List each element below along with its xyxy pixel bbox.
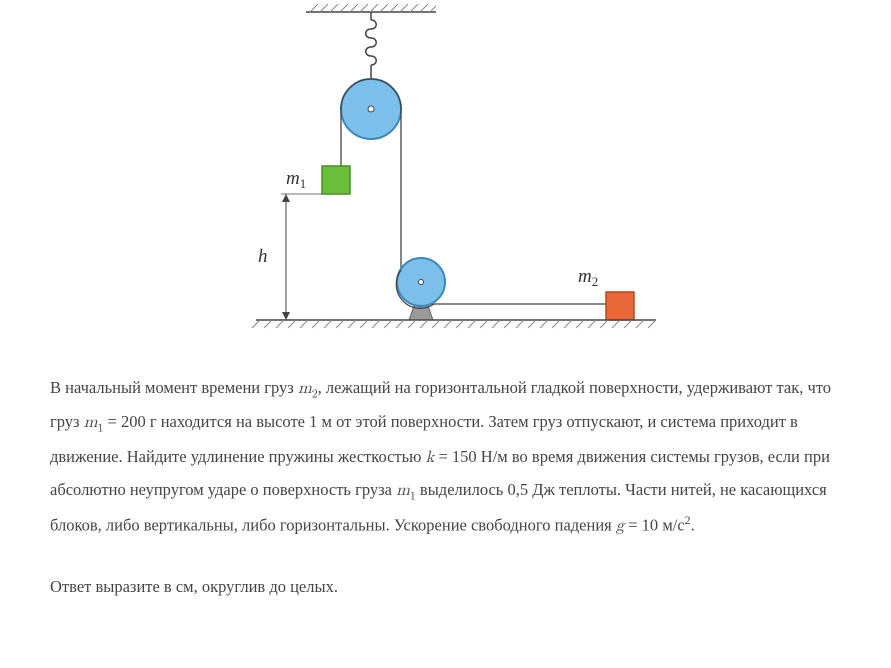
var-m1b: m1 <box>396 483 416 499</box>
text: 0,5 <box>507 480 528 499</box>
h-label: h <box>258 246 268 267</box>
var-m2: m2 <box>298 381 318 397</box>
problem-text: В начальный момент времени груз m2, лежа… <box>0 362 891 542</box>
var-g: g <box>616 518 624 534</box>
text: = 150 <box>434 447 476 466</box>
text: = 200 <box>103 412 145 431</box>
spring <box>365 12 376 79</box>
h-dimension <box>281 194 322 320</box>
text: . <box>691 515 695 534</box>
text: В начальный момент времени груз <box>50 378 298 397</box>
text: выделилось <box>416 480 508 499</box>
ground-hatch <box>252 320 656 328</box>
text: м/с <box>658 515 684 534</box>
text: падения <box>555 515 616 534</box>
var-m1: m1 <box>84 415 104 431</box>
m1-label: m1 <box>286 168 306 191</box>
text: г находится на высоте <box>146 412 309 431</box>
m1-block <box>322 166 350 194</box>
text: м от этой поверхности. Затем <box>317 412 528 431</box>
m2-block <box>606 292 634 320</box>
text: неупругом ударе о поверхность груза <box>130 480 396 499</box>
text: = 10 <box>624 515 658 534</box>
ceiling-hatch <box>306 4 436 12</box>
text: , лежащий на горизонтальной гладкой пове… <box>318 378 683 397</box>
m2-label: m2 <box>578 266 598 289</box>
text: Дж теплоты. Части нитей, не <box>528 480 736 499</box>
text: жесткостью <box>338 447 426 466</box>
physics-diagram: m1 m2 h <box>236 4 656 334</box>
answer-instruction: Ответ выразите в см, округлив до целых. <box>0 577 891 597</box>
